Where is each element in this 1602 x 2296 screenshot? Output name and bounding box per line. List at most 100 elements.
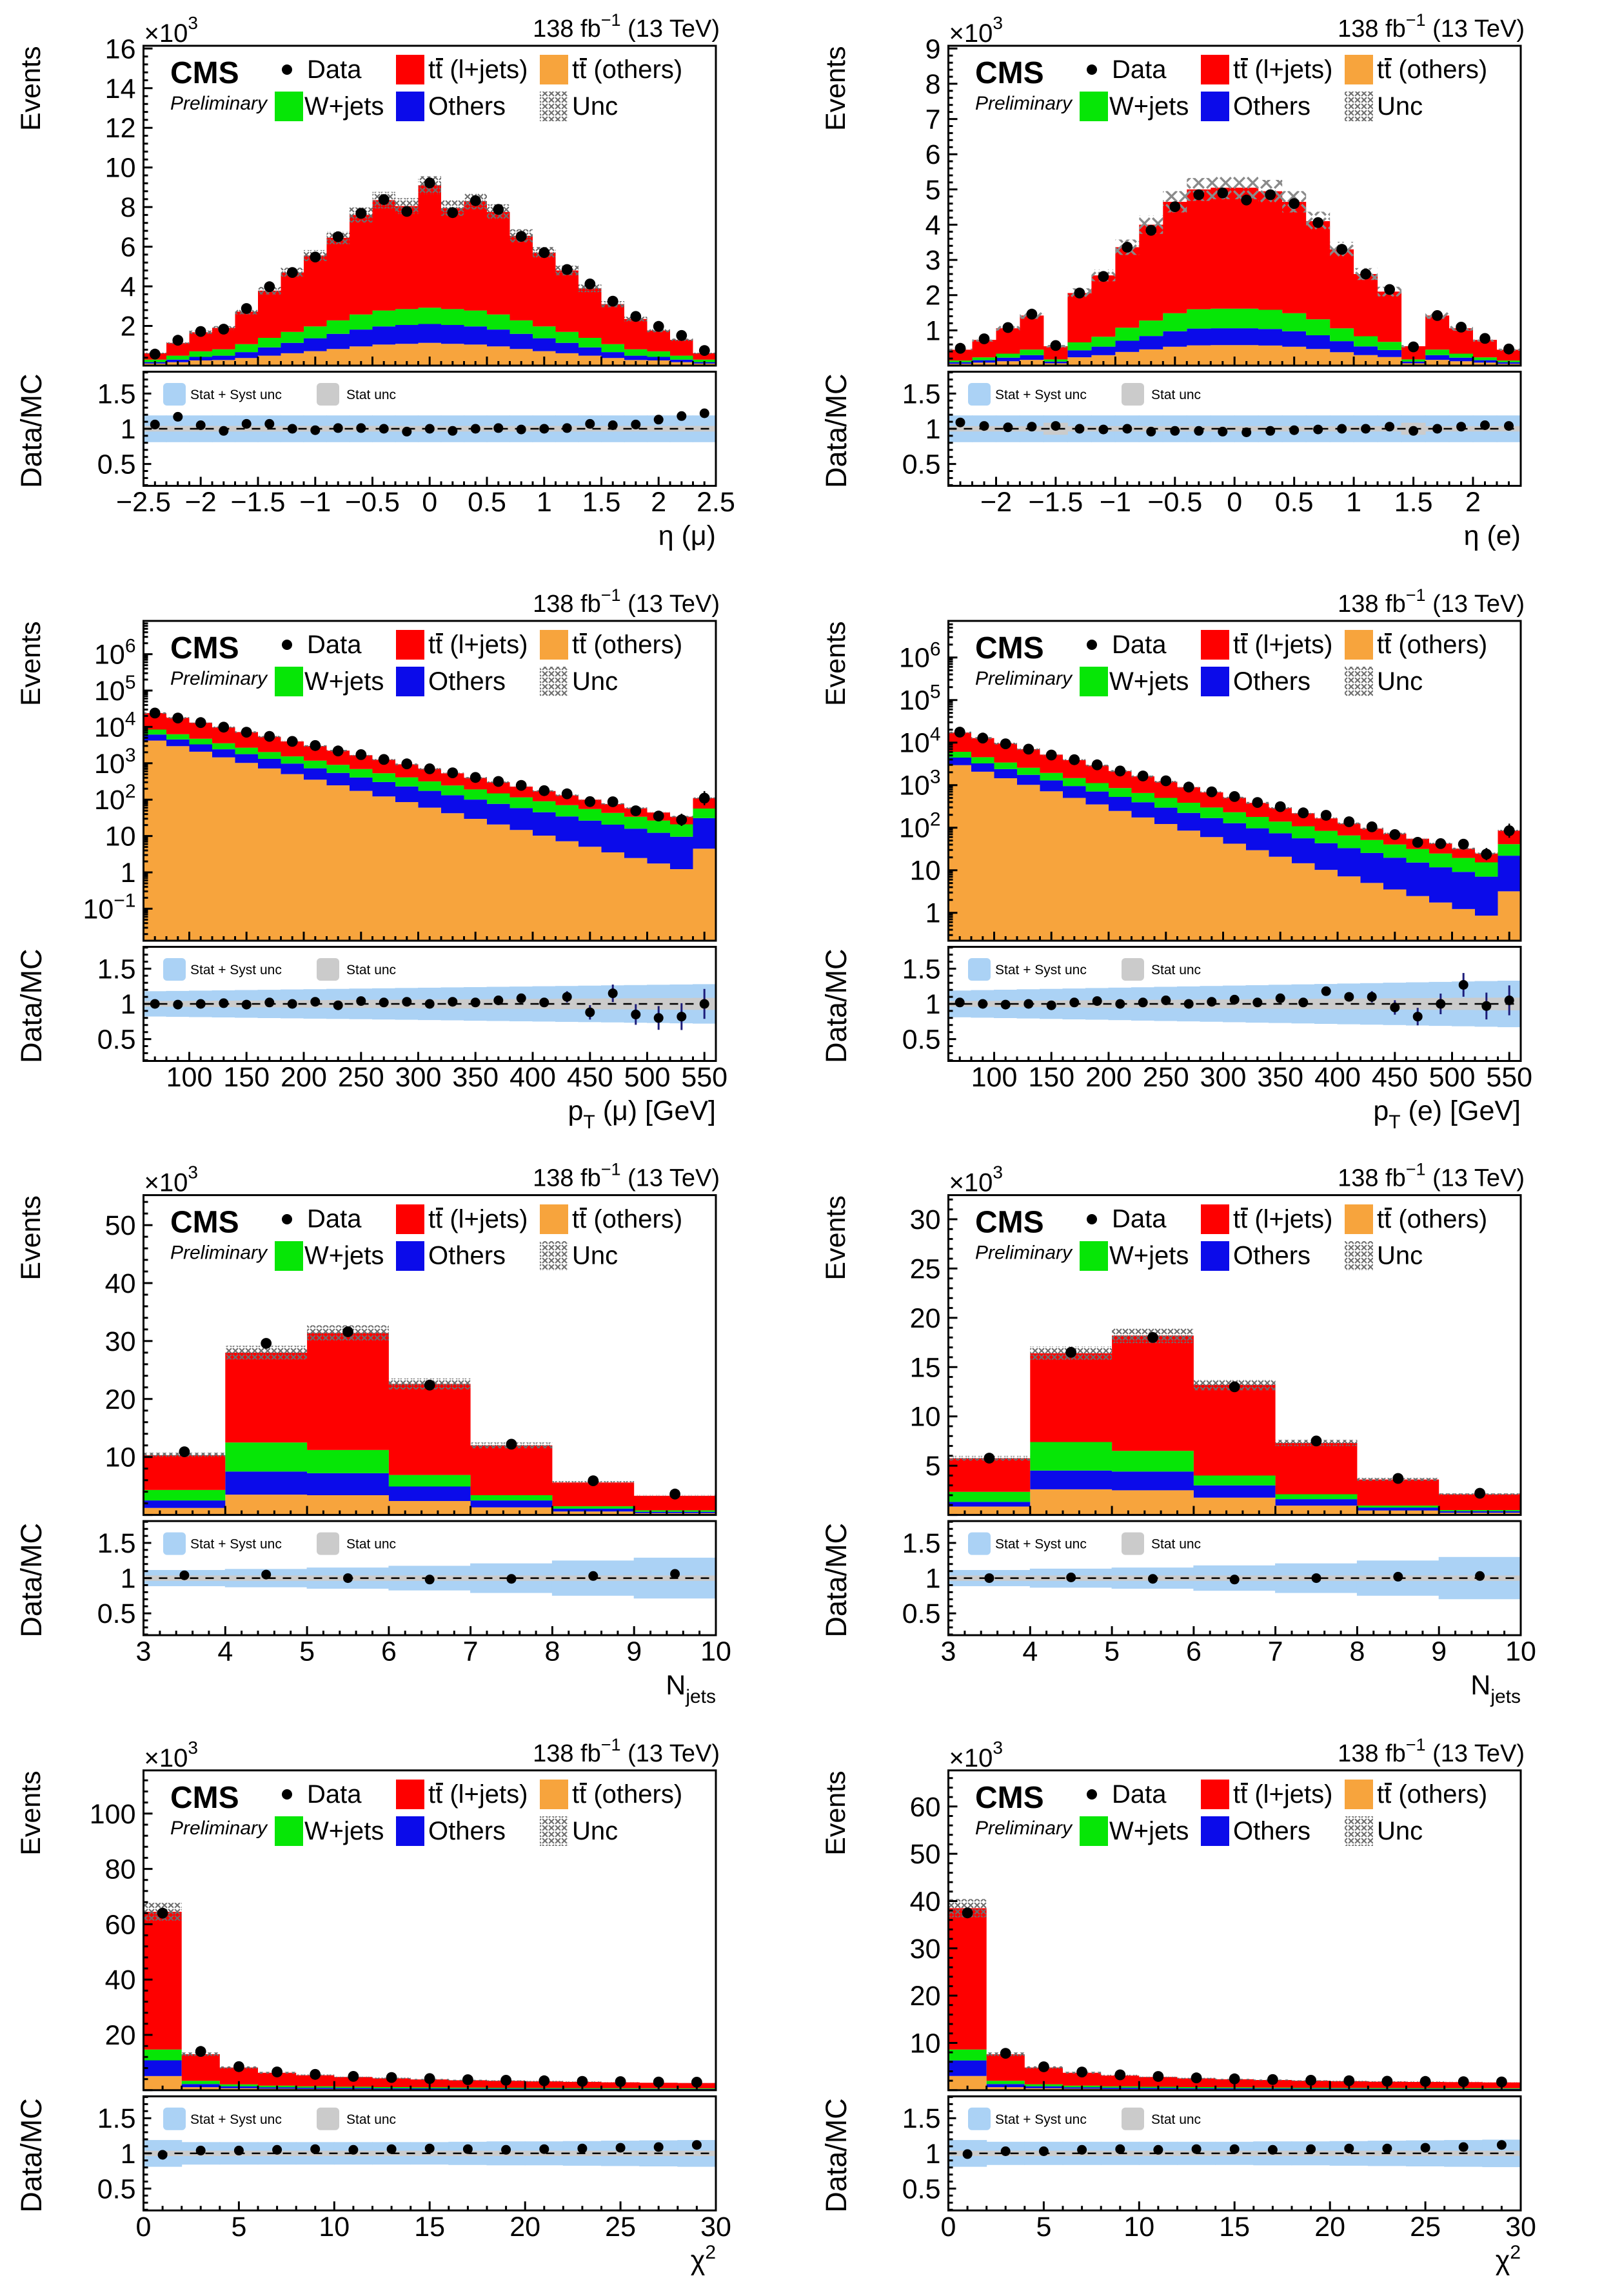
svg-text:200: 200 (1085, 1062, 1132, 1093)
svg-text:W+jets: W+jets (304, 1817, 384, 1845)
svg-text:Stat unc: Stat unc (346, 2112, 396, 2127)
svg-text:300: 300 (395, 1062, 442, 1093)
svg-text:1: 1 (121, 989, 136, 1020)
svg-text:Data/MC: Data/MC (820, 1523, 853, 1638)
svg-text:450: 450 (567, 1062, 613, 1093)
svg-text:0.5: 0.5 (902, 1598, 941, 1629)
svg-text:Events: Events (820, 622, 851, 706)
svg-text:138 fb−1 (13 TeV): 138 fb−1 (13 TeV) (533, 1160, 720, 1192)
svg-text:Data: Data (307, 55, 362, 84)
svg-text:1.5: 1.5 (902, 1528, 941, 1559)
svg-text:5: 5 (925, 1451, 941, 1482)
svg-text:Events: Events (820, 1771, 851, 1855)
svg-text:30: 30 (700, 2212, 731, 2242)
svg-text:138 fb−1 (13 TeV): 138 fb−1 (13 TeV) (1338, 585, 1525, 618)
svg-text:350: 350 (452, 1062, 499, 1093)
svg-text:−2: −2 (980, 487, 1012, 518)
svg-text:CMS: CMS (170, 1206, 239, 1240)
svg-text:W+jets: W+jets (1109, 92, 1189, 121)
svg-text:Preliminary: Preliminary (975, 668, 1073, 689)
svg-text:0.5: 0.5 (468, 487, 506, 518)
svg-text:Stat + Syst unc: Stat + Syst unc (190, 1537, 282, 1552)
svg-text:10: 10 (700, 1636, 731, 1667)
svg-text:500: 500 (624, 1062, 671, 1093)
svg-text:250: 250 (338, 1062, 384, 1093)
svg-text:tt (others): tt (others) (572, 55, 682, 84)
svg-text:40: 40 (910, 1887, 941, 1918)
svg-text:Stat unc: Stat unc (346, 1537, 396, 1552)
svg-text:1: 1 (925, 315, 941, 346)
svg-text:Unc: Unc (572, 1817, 618, 1845)
svg-text:0.5: 0.5 (97, 449, 136, 480)
svg-text:138 fb−1 (13 TeV): 138 fb−1 (13 TeV) (1338, 1160, 1525, 1192)
svg-text:15: 15 (910, 1352, 941, 1383)
svg-text:5: 5 (1036, 2212, 1051, 2242)
svg-text:1.5: 1.5 (1394, 487, 1433, 518)
svg-text:138 fb−1 (13 TeV): 138 fb−1 (13 TeV) (533, 1735, 720, 1767)
svg-text:Events: Events (15, 1771, 46, 1855)
svg-text:Data: Data (307, 1205, 362, 1233)
svg-text:10: 10 (105, 153, 136, 184)
svg-text:10: 10 (105, 821, 136, 852)
svg-text:0.5: 0.5 (902, 449, 941, 480)
svg-text:Data/MC: Data/MC (15, 1523, 48, 1638)
svg-text:tt (others): tt (others) (1377, 631, 1487, 659)
svg-text:1.5: 1.5 (902, 954, 941, 985)
svg-text:tt (l+jets): tt (l+jets) (428, 1205, 528, 1233)
svg-text:−0.5: −0.5 (345, 487, 400, 518)
svg-text:30: 30 (910, 1204, 941, 1235)
svg-text:1.5: 1.5 (97, 954, 136, 985)
svg-text:150: 150 (223, 1062, 270, 1093)
svg-text:5: 5 (925, 175, 941, 206)
svg-text:8: 8 (544, 1636, 560, 1667)
svg-text:Unc: Unc (1377, 92, 1423, 121)
svg-text:Unc: Unc (1377, 1817, 1423, 1845)
svg-text:0.5: 0.5 (97, 1025, 136, 1055)
svg-text:W+jets: W+jets (1109, 667, 1189, 696)
svg-text:450: 450 (1372, 1062, 1418, 1093)
svg-text:6: 6 (381, 1636, 397, 1667)
svg-text:9: 9 (1431, 1636, 1447, 1667)
svg-text:20: 20 (910, 1303, 941, 1334)
svg-text:W+jets: W+jets (1109, 1242, 1189, 1270)
svg-text:η (e): η (e) (1464, 520, 1521, 551)
svg-text:tt (l+jets): tt (l+jets) (428, 55, 528, 84)
svg-text:tt (l+jets): tt (l+jets) (1233, 1780, 1332, 1809)
svg-text:9: 9 (925, 34, 941, 64)
svg-text:W+jets: W+jets (304, 1242, 384, 1270)
svg-text:Stat + Syst unc: Stat + Syst unc (190, 388, 282, 402)
svg-text:8: 8 (121, 192, 136, 223)
svg-text:400: 400 (509, 1062, 556, 1093)
svg-text:105: 105 (899, 682, 941, 716)
svg-text:Stat + Syst unc: Stat + Syst unc (190, 2112, 282, 2127)
svg-text:100: 100 (971, 1062, 1018, 1093)
svg-text:Data: Data (1112, 55, 1167, 84)
svg-text:W+jets: W+jets (304, 667, 384, 696)
svg-text:1: 1 (925, 1564, 941, 1594)
svg-text:tt (others): tt (others) (572, 1780, 682, 1809)
svg-text:138 fb−1 (13 TeV): 138 fb−1 (13 TeV) (1338, 1735, 1525, 1767)
svg-text:Unc: Unc (572, 92, 618, 121)
svg-text:6: 6 (121, 232, 136, 263)
svg-text:CMS: CMS (170, 631, 239, 665)
svg-text:15: 15 (414, 2212, 445, 2242)
svg-text:CMS: CMS (975, 56, 1044, 90)
svg-text:Others: Others (428, 1817, 506, 1845)
svg-text:tt (others): tt (others) (572, 1205, 682, 1233)
svg-text:10: 10 (910, 2028, 941, 2059)
svg-text:tt (others): tt (others) (1377, 1205, 1487, 1233)
svg-text:1.5: 1.5 (97, 378, 136, 409)
svg-text:6: 6 (925, 139, 941, 170)
svg-text:Stat unc: Stat unc (1151, 1537, 1201, 1552)
svg-text:138 fb−1 (13 TeV): 138 fb−1 (13 TeV) (533, 10, 720, 43)
svg-text:1: 1 (121, 1564, 136, 1594)
svg-text:20: 20 (509, 2212, 540, 2242)
svg-text:1: 1 (121, 858, 136, 888)
svg-text:0.5: 0.5 (902, 1025, 941, 1055)
svg-text:3: 3 (941, 1636, 956, 1667)
svg-text:0: 0 (941, 2212, 956, 2242)
svg-text:Unc: Unc (572, 1242, 618, 1270)
svg-text:60: 60 (910, 1792, 941, 1823)
svg-text:Stat unc: Stat unc (1151, 388, 1201, 402)
svg-text:10: 10 (1123, 2212, 1154, 2242)
